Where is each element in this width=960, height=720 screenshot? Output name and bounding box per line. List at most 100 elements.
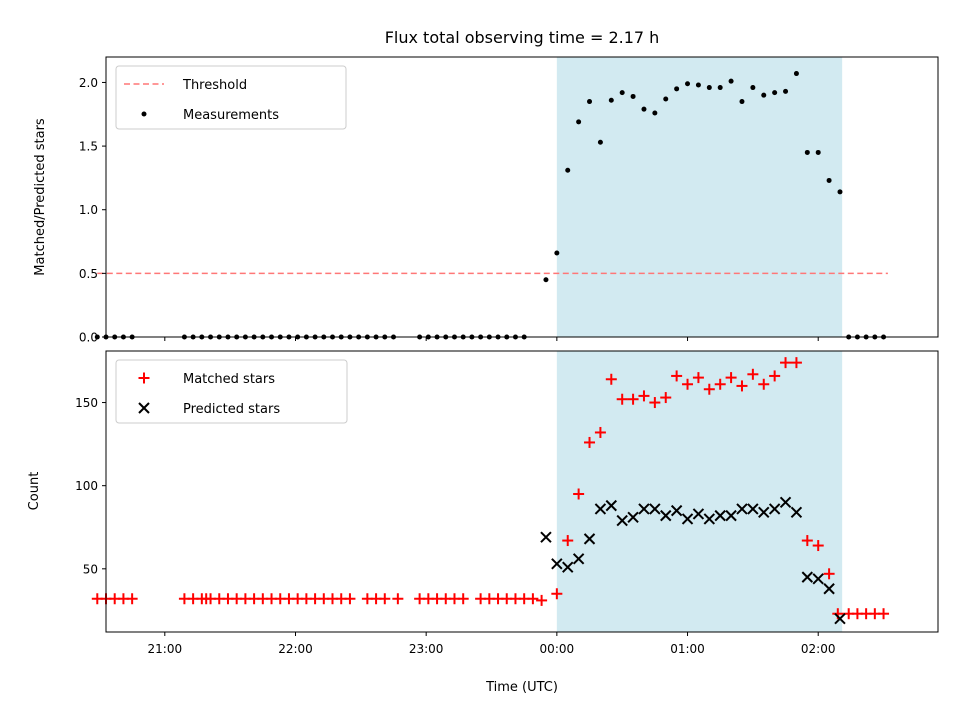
matched-star-point bbox=[725, 372, 737, 384]
measurement-point bbox=[685, 81, 691, 87]
predicted-star-point bbox=[681, 513, 694, 525]
predicted-star-point bbox=[660, 509, 672, 522]
bottom-panel: 50 100 150 21:00 22:00 23:00 00:00 01:00 02:00 C… bbox=[27, 350, 939, 695]
legend-matched-swatch bbox=[138, 372, 150, 384]
predicted-star-point bbox=[583, 533, 596, 545]
matched-star-point bbox=[594, 426, 606, 438]
matched-star-point bbox=[616, 393, 628, 405]
predicted-star-point bbox=[779, 496, 792, 509]
y-tick-label: 1.5 bbox=[79, 140, 98, 154]
top-panel: 0.00.51.01.52.0 Matched/Predicted stars … bbox=[33, 56, 939, 345]
measurement-point bbox=[543, 277, 549, 283]
y-tick-label: 0.0 bbox=[79, 331, 98, 345]
measurement-point bbox=[554, 250, 560, 256]
predicted-star-point bbox=[551, 558, 563, 570]
predicted-star-point bbox=[834, 612, 846, 625]
measurement-point bbox=[608, 97, 614, 103]
x-tick-label: 00:00 bbox=[540, 642, 575, 656]
predicted-star-point bbox=[670, 504, 683, 517]
y-tick-label: 1.0 bbox=[79, 203, 98, 217]
legend-measurement-swatch bbox=[141, 111, 147, 117]
measurement-point bbox=[837, 189, 843, 195]
matched-star-point bbox=[649, 397, 661, 409]
matched-star-point bbox=[573, 488, 585, 500]
bottom-legend: Matched stars Predicted stars bbox=[115, 359, 348, 424]
measurement-point bbox=[706, 85, 712, 91]
bottom-panel-frame bbox=[105, 350, 939, 633]
measurement-point bbox=[597, 139, 603, 145]
matched-star-point bbox=[780, 357, 792, 369]
observing-span bbox=[556, 351, 843, 632]
matched-star-point bbox=[584, 436, 596, 448]
predicted-star-point bbox=[758, 506, 770, 518]
matched-star-point bbox=[703, 383, 715, 395]
x-tick-label: 21:00 bbox=[148, 642, 183, 656]
predicted-star-point bbox=[747, 503, 759, 515]
legend-label: Measurements bbox=[183, 108, 279, 123]
measurement-point bbox=[815, 149, 821, 155]
y-tick-label: 0.5 bbox=[79, 267, 98, 281]
y-tick-label: 2.0 bbox=[79, 76, 98, 90]
predicted-star-point bbox=[790, 506, 803, 518]
predicted-star-point bbox=[801, 571, 814, 583]
predicted-star-point bbox=[627, 511, 639, 523]
predicted-star-point bbox=[638, 503, 650, 515]
predicted-star-point bbox=[812, 573, 824, 585]
matched-star-point bbox=[736, 380, 748, 392]
measurement-point bbox=[576, 119, 582, 125]
measurement-point bbox=[630, 93, 636, 99]
measurement-point bbox=[619, 90, 625, 96]
x-tick-label: 02:00 bbox=[801, 642, 836, 656]
matched-star-point bbox=[457, 593, 469, 605]
predicted-star-point bbox=[736, 503, 748, 515]
matched-star-point bbox=[392, 593, 404, 605]
legend-label: Matched stars bbox=[183, 372, 275, 387]
top-panel-layer bbox=[556, 57, 843, 337]
matched-star-point bbox=[660, 392, 672, 404]
bottom-panel-marks bbox=[91, 357, 890, 625]
measurement-point bbox=[826, 177, 832, 183]
matched-star-point bbox=[790, 357, 802, 369]
predicted-star-point bbox=[649, 503, 661, 515]
matched-star-point bbox=[671, 370, 683, 382]
measurement-point bbox=[94, 334, 100, 340]
predicted-star-point bbox=[692, 508, 705, 520]
y-tick-label: 100 bbox=[75, 479, 98, 493]
matched-star-point bbox=[682, 378, 694, 390]
matched-star-point bbox=[758, 378, 770, 390]
predicted-star-point bbox=[572, 553, 585, 565]
predicted-star-point bbox=[605, 499, 618, 512]
top-panel-axes: 0.0 0.5 1.0 1.5 2.0 bbox=[79, 76, 819, 345]
matched-star-point bbox=[801, 535, 813, 547]
legend-label: Threshold bbox=[182, 78, 247, 93]
x-tick-label: 22:00 bbox=[278, 642, 313, 656]
measurement-point bbox=[641, 106, 647, 112]
legend-label: Predicted stars bbox=[183, 402, 280, 417]
matched-star-point bbox=[527, 593, 539, 605]
matched-star-point bbox=[627, 393, 639, 405]
measurement-point bbox=[793, 71, 799, 77]
measurement-point bbox=[652, 110, 658, 116]
matched-star-point bbox=[638, 390, 650, 402]
matched-star-point bbox=[714, 378, 726, 390]
y-tick-label: 50 bbox=[83, 562, 98, 576]
predicted-star-point bbox=[725, 509, 737, 522]
predicted-star-point bbox=[714, 509, 726, 522]
measurement-point bbox=[750, 85, 756, 91]
legend-box bbox=[115, 359, 348, 424]
top-panel-frame bbox=[105, 56, 939, 338]
legend-predicted-swatch bbox=[138, 402, 150, 414]
measurement-point bbox=[739, 99, 745, 105]
observing-span bbox=[556, 57, 843, 337]
matched-star-point bbox=[562, 535, 574, 547]
chart-title: Flux total observing time = 2.17 h bbox=[385, 28, 660, 47]
top-legend: Threshold Measurements bbox=[115, 65, 347, 130]
predicted-star-point bbox=[594, 503, 607, 515]
matched-star-point bbox=[823, 568, 835, 580]
predicted-star-point bbox=[540, 531, 552, 543]
bottom-panel-axes: 50 100 150 21:00 22:00 23:00 00:00 01:00 02:00 bbox=[75, 396, 835, 656]
measurement-point bbox=[663, 96, 669, 102]
y-tick-label: 150 bbox=[75, 396, 98, 410]
predicted-star-point bbox=[616, 514, 628, 527]
